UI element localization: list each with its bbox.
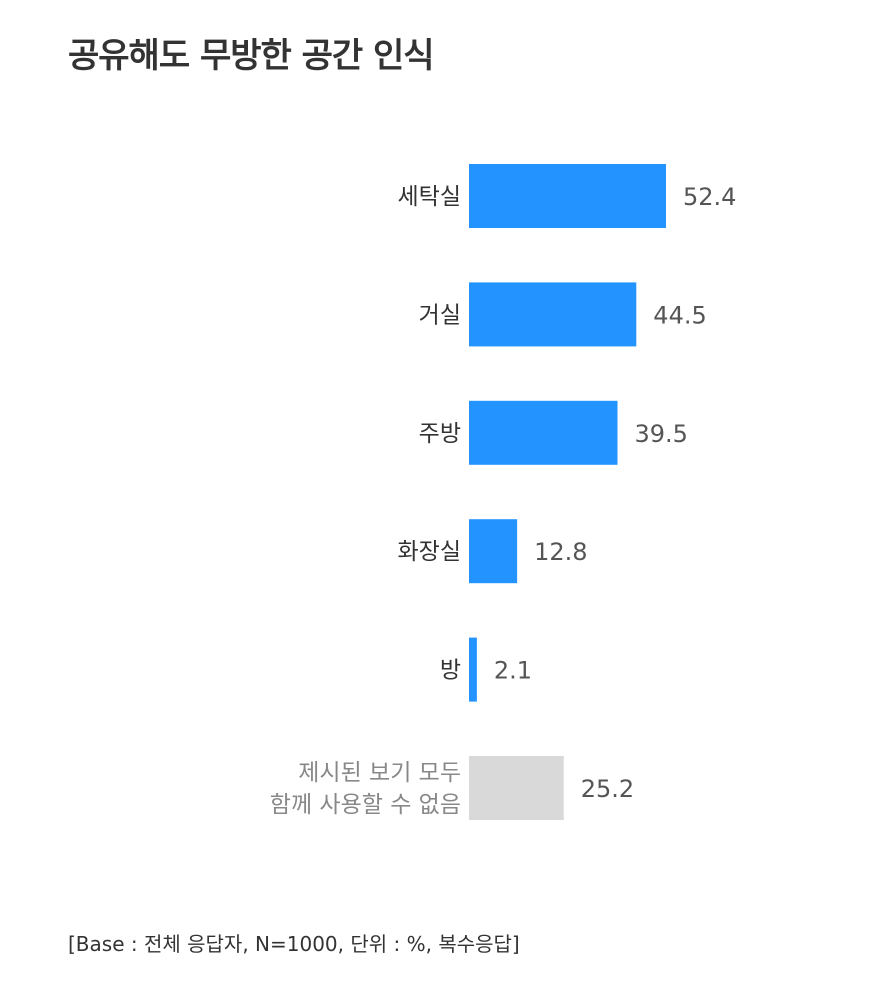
category-label-1: 거실 [419, 302, 461, 328]
bar-4 [469, 637, 477, 702]
bar-0 [469, 164, 666, 228]
footnote: [Base : 전체 응답자, N=1000, 단위 : %, 복수응답] [68, 932, 520, 956]
category-label-2: 주방 [419, 421, 461, 447]
category-label-4: 방 [440, 658, 461, 684]
category-label-5: 제시된 보기 모두 함께 사용할 수 없음 [270, 760, 461, 818]
bar-2 [469, 400, 618, 465]
value-label-4: 2.1 [494, 657, 532, 685]
bar-3 [469, 519, 518, 584]
value-label-5: 25.2 [581, 775, 634, 803]
category-label-0: 세탁실 [398, 184, 461, 210]
chart-title: 공유해도 무방한 공간 인식 [68, 36, 435, 76]
value-label-3: 12.8 [534, 538, 587, 566]
value-label-0: 52.4 [683, 183, 736, 211]
bar-chart: 세탁실 52.4 거실 44.5 주방 39.5 화장실 12.8 방 2.1 제시된 보기 모두 함… [270, 164, 736, 820]
category-label-3: 화장실 [398, 539, 461, 565]
value-label-1: 44.5 [653, 301, 706, 329]
bar-5 [469, 756, 564, 820]
value-label-2: 39.5 [635, 420, 688, 448]
bar-1 [469, 282, 637, 347]
